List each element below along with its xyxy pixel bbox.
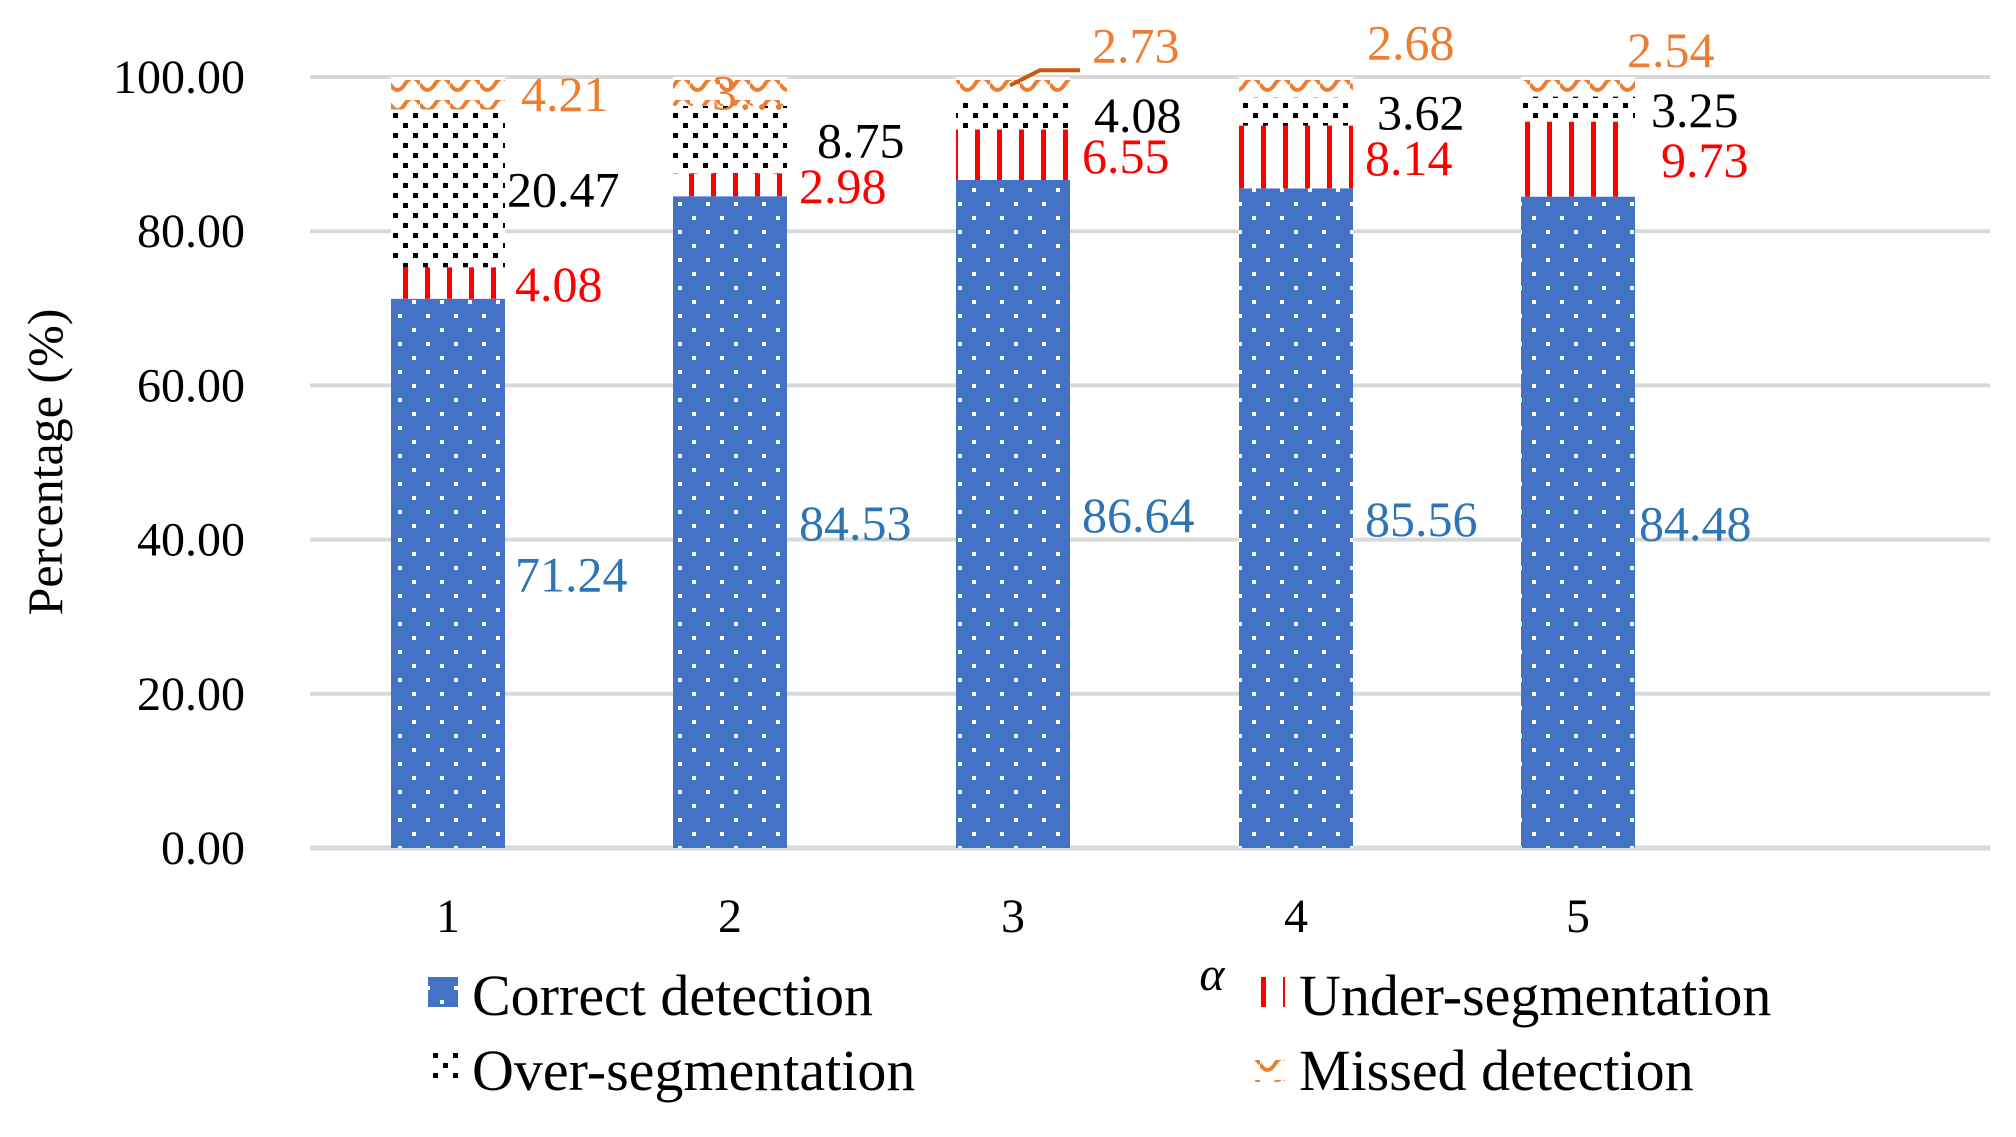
- bar-missed-detection: [956, 77, 1070, 99]
- legend-swatch: [1255, 1052, 1285, 1082]
- bar-missed-detection: [1521, 77, 1635, 97]
- bar-missed-detection: [1239, 77, 1353, 98]
- legend-label: Over-segmentation: [472, 1038, 915, 1103]
- x-tick-label: 4: [1284, 890, 1308, 943]
- data-label: 3.25: [1651, 82, 1739, 138]
- bar-over-segmentation: [1521, 96, 1635, 122]
- y-tick-label: 20.00: [137, 668, 245, 721]
- bar-correct-detection: [1521, 196, 1635, 849]
- data-label: 4.21: [521, 66, 609, 122]
- data-label: 2.68: [1367, 14, 1455, 70]
- data-label: 2.73: [1092, 18, 1180, 74]
- data-label: 8.75: [817, 113, 905, 169]
- data-label: 4.08: [515, 256, 603, 312]
- legend-label: Correct detection: [472, 963, 873, 1028]
- data-label: 84.53: [799, 495, 912, 551]
- data-label: 4.08: [1094, 87, 1182, 143]
- x-tick-label: 1: [436, 890, 460, 943]
- data-label: 8.14: [1365, 130, 1453, 186]
- bar-correct-detection: [956, 180, 1070, 848]
- legend-label: Under-segmentation: [1299, 963, 1771, 1028]
- x-axis-title: α: [1199, 948, 1225, 1001]
- data-label: 84.48: [1639, 495, 1752, 551]
- legend-swatch: [428, 977, 458, 1007]
- data-label: 2.98: [799, 158, 887, 214]
- x-tick-label: 3: [1001, 890, 1025, 943]
- data-label: 6.55: [1082, 128, 1170, 184]
- legend-swatch: [1255, 977, 1285, 1007]
- y-tick-label: 100.00: [113, 51, 245, 104]
- leader-line: [1009, 68, 1080, 88]
- data-label: 2.54: [1627, 22, 1715, 78]
- bar-over-segmentation: [956, 98, 1070, 130]
- bar-correct-detection: [1239, 188, 1353, 848]
- x-tick-label: 2: [718, 890, 742, 943]
- bar-over-segmentation: [1239, 97, 1353, 126]
- y-tick-label: 0.00: [161, 822, 245, 875]
- data-label: 20.47: [507, 161, 620, 217]
- bar-under-segmentation: [956, 129, 1070, 181]
- x-tick-label: 5: [1566, 890, 1590, 943]
- bar-under-segmentation: [391, 267, 505, 299]
- bar-under-segmentation: [673, 173, 787, 197]
- data-label: 3…: [712, 64, 787, 120]
- y-tick-label: 80.00: [137, 205, 245, 258]
- bar-missed-detection: [673, 77, 787, 106]
- data-label: 86.64: [1082, 487, 1195, 543]
- bar-correct-detection: [673, 196, 787, 849]
- legend-swatch: [428, 1052, 458, 1082]
- data-label: 3.62: [1377, 85, 1465, 141]
- bar-over-segmentation: [391, 109, 505, 268]
- bar-missed-detection: [391, 77, 505, 110]
- y-tick-label: 60.00: [137, 359, 245, 412]
- data-label: 85.56: [1365, 491, 1478, 547]
- data-label: 71.24: [515, 546, 628, 602]
- bar-correct-detection: [391, 298, 505, 848]
- y-tick-label: 40.00: [137, 514, 245, 567]
- y-axis-title: Percentage (%): [17, 309, 73, 616]
- legend-label: Missed detection: [1299, 1038, 1694, 1103]
- bar-under-segmentation: [1239, 125, 1353, 189]
- bar-under-segmentation: [1521, 121, 1635, 197]
- bar-over-segmentation: [673, 105, 787, 174]
- data-label: 9.73: [1661, 132, 1749, 188]
